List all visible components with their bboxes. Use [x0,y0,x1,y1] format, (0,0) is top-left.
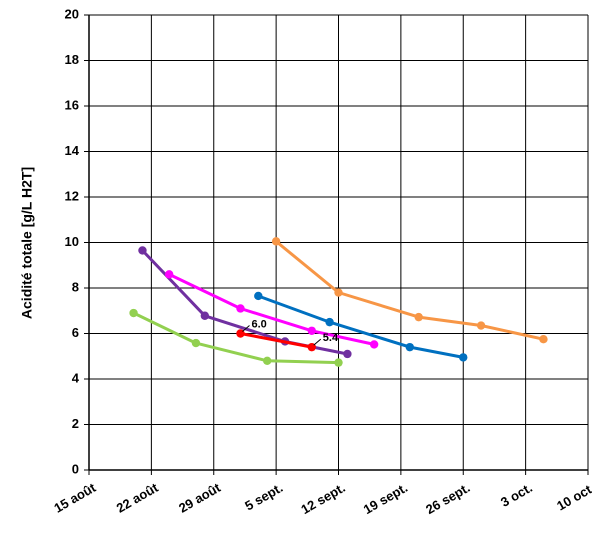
x-tick-label: 29 août [176,480,223,516]
x-tick-label: 22 août [114,480,161,516]
x-tick-label: 3 oct. [498,480,535,510]
series-line [275,240,544,341]
data-point [325,317,334,327]
data-point [191,338,201,348]
series-lines [129,237,548,367]
data-point [334,358,343,367]
y-tick-label: 14 [65,143,80,158]
data-point [263,356,272,365]
data-point [236,304,245,313]
axes: 0 2 4 6 8 10 12 14 16 18 20 15 août 22 août 29 août 5 … [51,6,592,517]
y-tick-label: 4 [72,370,80,385]
y-tick-label: 10 [65,234,79,249]
data-label: 5.4 [323,332,339,344]
data-point [414,312,423,322]
data-point [476,321,486,330]
y-tick-label: 2 [72,416,79,431]
x-tick-label: 10 oct. [554,480,592,514]
y-tick-label: 16 [65,97,79,112]
y-tick-label: 6 [72,325,79,340]
series-line [257,294,464,359]
data-point [343,349,352,359]
y-tick-label: 20 [65,6,79,21]
x-tick-label: 12 sept. [298,480,347,517]
data-point [200,311,210,320]
y-tick-label: 8 [72,279,79,294]
x-tick-label: 26 sept. [423,480,472,517]
y-axis-title: Acidité totale [g/L H2T] [19,167,35,319]
y-tick-label: 18 [65,52,79,67]
data-point [334,288,343,297]
data-point [369,340,379,349]
data-point [254,291,263,301]
x-tick-label: 15 août [51,480,98,516]
data-label: 6.0 [251,318,266,330]
y-tick-label: 0 [72,461,79,476]
data-point [539,334,548,344]
series-line [240,332,313,349]
annotation-leader [313,338,322,346]
data-point [271,237,281,246]
data-point [164,270,174,279]
y-tick-label: 12 [65,188,79,203]
x-tick-label: 19 sept. [361,480,410,517]
x-tick-label: 5 sept. [242,480,285,514]
series-line [132,311,339,365]
series-line [168,273,375,346]
data-point [138,246,147,255]
gridlines [88,14,589,471]
annotation-leader [242,325,250,332]
series-line [141,249,348,356]
data-point [129,308,138,318]
data-point [459,353,468,362]
data-point [307,326,316,335]
data-point [405,342,414,352]
annotations: 6.0 5.4 [242,318,339,346]
